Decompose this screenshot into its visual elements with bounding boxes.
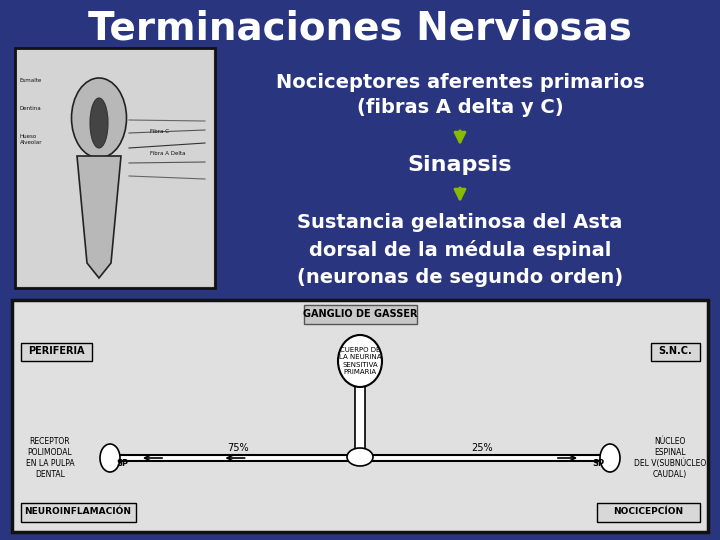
Ellipse shape [338,335,382,387]
Text: S.N.C.: S.N.C. [658,347,692,356]
Ellipse shape [71,78,127,158]
Bar [12,300,708,532]
Text: NEUROINFLAMACIÓN: NEUROINFLAMACIÓN [24,508,132,516]
Text: Hueso
Alveolar: Hueso Alveolar [20,134,42,145]
FancyBboxPatch shape [304,305,416,323]
FancyBboxPatch shape [20,342,91,361]
FancyBboxPatch shape [20,503,135,522]
Bar [17,50,213,286]
Text: Sinapsis: Sinapsis [408,155,512,175]
Text: Nociceptores aferentes primarios
(fibras A delta y C): Nociceptores aferentes primarios (fibras… [276,73,644,117]
Text: Esmalte: Esmalte [20,78,42,83]
Text: CUERPO DE
LA NEURINA
SENSITIVA
PRIMARIA: CUERPO DE LA NEURINA SENSITIVA PRIMARIA [338,347,382,375]
Bar [355,387,365,448]
Text: 75%: 75% [227,443,248,453]
FancyBboxPatch shape [650,342,700,361]
FancyBboxPatch shape [596,503,700,522]
Ellipse shape [347,448,373,466]
Text: Terminaciones Nerviosas: Terminaciones Nerviosas [88,9,632,47]
Text: Sustancia gelatinosa del Asta
dorsal de la médula espinal
(neuronas de segundo o: Sustancia gelatinosa del Asta dorsal de … [297,213,623,287]
Text: SP: SP [116,460,128,469]
Text: Dentina: Dentina [20,106,42,111]
Text: GANGLIO DE GASSER: GANGLIO DE GASSER [302,309,418,319]
Bar [15,48,215,288]
Text: PERIFERIA: PERIFERIA [28,347,84,356]
Text: NÚCLEO
ESPINAL
DEL V(SUBNÚCLEO
CAUDAL): NÚCLEO ESPINAL DEL V(SUBNÚCLEO CAUDAL) [634,436,706,480]
Ellipse shape [600,444,620,472]
Polygon shape [77,156,121,278]
Text: Fibra A Delta: Fibra A Delta [150,151,186,156]
Ellipse shape [100,444,120,472]
Text: SP: SP [592,460,604,469]
Ellipse shape [90,98,108,148]
Text: 25%: 25% [472,443,493,453]
Text: Fibra C: Fibra C [150,129,169,134]
Text: NOCICEPCÍON: NOCICEPCÍON [613,508,683,516]
Text: RECEPTOR
POLIMODAL
EN LA PULPA
DENTAL: RECEPTOR POLIMODAL EN LA PULPA DENTAL [26,437,74,479]
